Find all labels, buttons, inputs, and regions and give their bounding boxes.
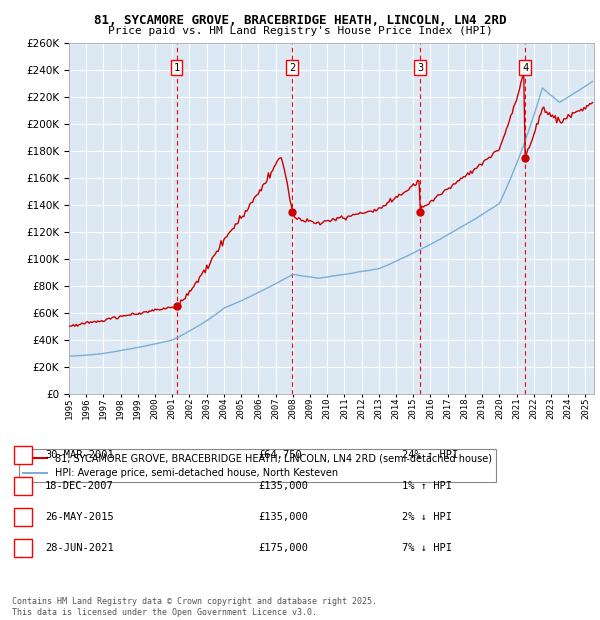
- Legend: 81, SYCAMORE GROVE, BRACEBRIDGE HEATH, LINCOLN, LN4 2RD (semi-detached house), H: 81, SYCAMORE GROVE, BRACEBRIDGE HEATH, L…: [19, 450, 496, 482]
- Text: Contains HM Land Registry data © Crown copyright and database right 2025.
This d: Contains HM Land Registry data © Crown c…: [12, 598, 377, 617]
- Text: 2% ↓ HPI: 2% ↓ HPI: [402, 512, 452, 522]
- Text: £64,750: £64,750: [258, 450, 302, 460]
- Text: 3: 3: [417, 63, 423, 73]
- Text: 7% ↓ HPI: 7% ↓ HPI: [402, 543, 452, 553]
- Text: 3: 3: [20, 512, 26, 522]
- Text: 1% ↑ HPI: 1% ↑ HPI: [402, 481, 452, 491]
- Text: £135,000: £135,000: [258, 512, 308, 522]
- Text: 18-DEC-2007: 18-DEC-2007: [45, 481, 114, 491]
- Text: 1: 1: [20, 450, 26, 460]
- Text: Price paid vs. HM Land Registry's House Price Index (HPI): Price paid vs. HM Land Registry's House …: [107, 26, 493, 36]
- Text: 26-MAY-2015: 26-MAY-2015: [45, 512, 114, 522]
- Text: 24% ↑ HPI: 24% ↑ HPI: [402, 450, 458, 460]
- Text: 4: 4: [20, 543, 26, 553]
- Text: 4: 4: [522, 63, 528, 73]
- Text: 81, SYCAMORE GROVE, BRACEBRIDGE HEATH, LINCOLN, LN4 2RD: 81, SYCAMORE GROVE, BRACEBRIDGE HEATH, L…: [94, 14, 506, 27]
- Text: 30-MAR-2001: 30-MAR-2001: [45, 450, 114, 460]
- Text: £175,000: £175,000: [258, 543, 308, 553]
- Text: 1: 1: [173, 63, 180, 73]
- Text: £135,000: £135,000: [258, 481, 308, 491]
- Text: 2: 2: [289, 63, 295, 73]
- Text: 2: 2: [20, 481, 26, 491]
- Text: 28-JUN-2021: 28-JUN-2021: [45, 543, 114, 553]
